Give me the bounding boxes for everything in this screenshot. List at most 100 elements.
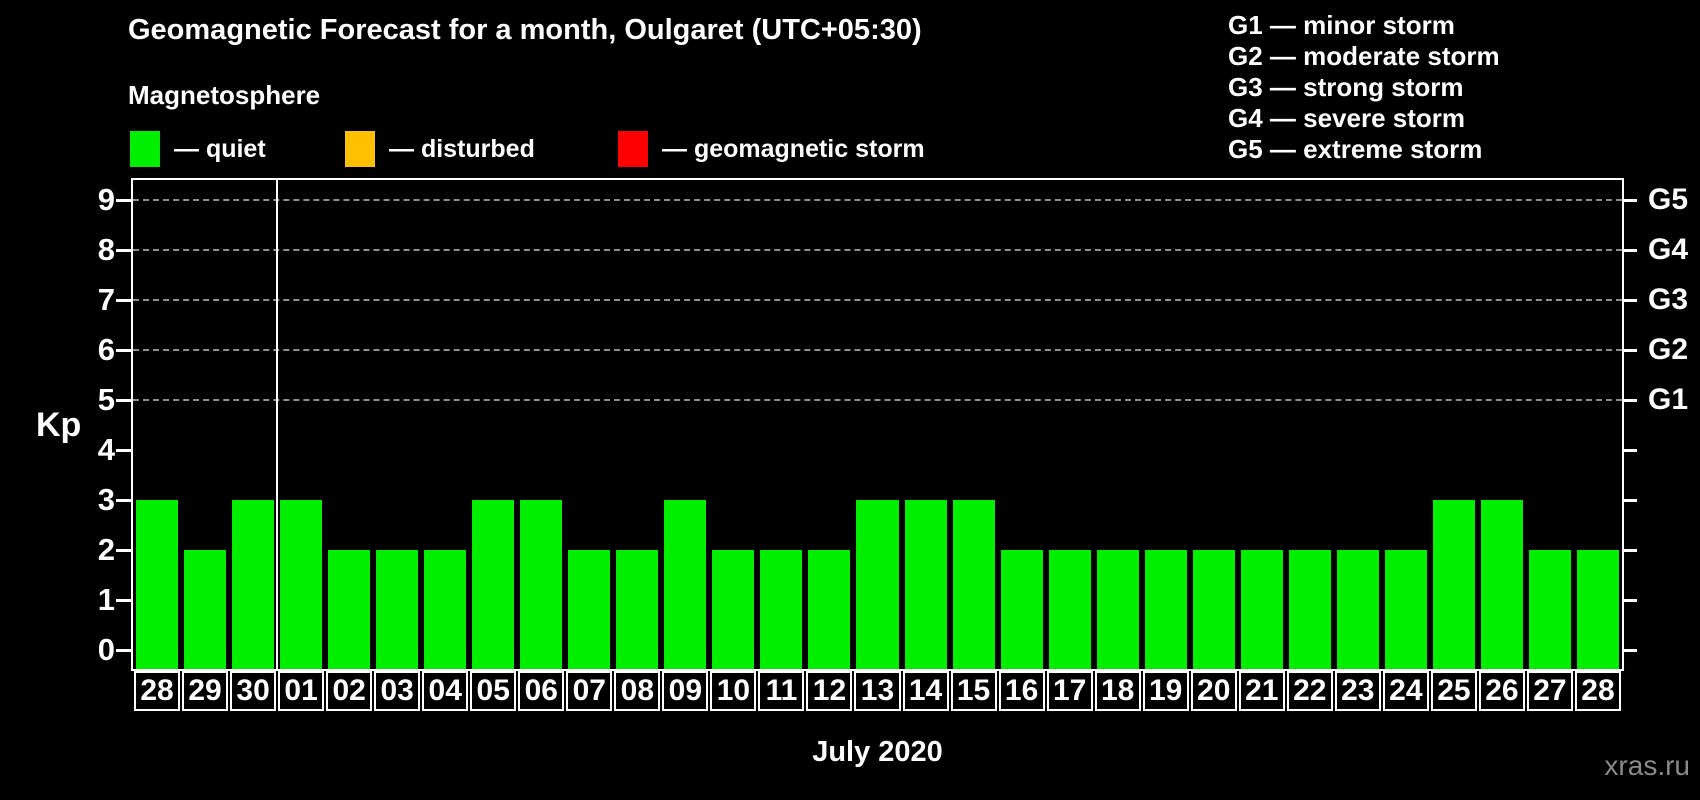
g-level-label: G2 [1648, 333, 1689, 366]
right-y-tick [1622, 649, 1637, 652]
left-y-tick [116, 649, 131, 652]
kp-bar [1336, 550, 1379, 669]
kp-bar [568, 550, 611, 669]
kp-bar [760, 550, 803, 669]
day-label-box: 14 [902, 671, 949, 711]
left-y-tick [116, 399, 131, 402]
kp-bar [1432, 500, 1475, 669]
day-label-box: 02 [326, 671, 373, 711]
y-tick-label: 0 [97, 632, 115, 667]
kp-bar [1240, 550, 1283, 669]
g3-legend-line: G3 — strong storm [1228, 72, 1464, 102]
day-label-box: 05 [470, 671, 517, 711]
g-scale-legend: G1 — minor storm G2 — moderate storm G3 … [1228, 10, 1500, 165]
kp-bar [328, 550, 371, 669]
day-label-box: 06 [518, 671, 565, 711]
storm-label: — geomagnetic storm [662, 134, 925, 163]
g5-legend-line: G5 — extreme storm [1228, 134, 1483, 164]
kp-bar [1288, 550, 1331, 669]
g2-legend-line: G2 — moderate storm [1228, 41, 1500, 71]
gridline-kp5 [133, 399, 1622, 401]
kp-bar [856, 500, 899, 669]
kp-bar [376, 550, 419, 669]
right-y-tick [1622, 199, 1637, 202]
kp-bar [664, 500, 707, 669]
kp-bar [520, 500, 563, 669]
kp-bar [280, 500, 323, 669]
kp-bar [1144, 550, 1187, 669]
right-y-tick [1622, 349, 1637, 352]
magnetosphere-label: Magnetosphere [128, 80, 321, 110]
day-label-box: 26 [1478, 671, 1525, 711]
right-y-tick [1622, 299, 1637, 302]
left-y-tick [116, 299, 131, 302]
kp-bar [1480, 500, 1523, 669]
y-tick-label: 4 [97, 432, 115, 467]
gridline-kp7 [133, 299, 1622, 301]
chart-title: Geomagnetic Forecast for a month, Oulgar… [128, 14, 922, 46]
kp-bar [808, 550, 851, 669]
disturbed-color-swatch [345, 131, 375, 167]
day-label-box: 18 [1094, 671, 1141, 711]
kp-bar [952, 500, 995, 669]
day-label-box: 07 [566, 671, 613, 711]
day-label-box: 21 [1238, 671, 1285, 711]
y-tick-label: 8 [97, 232, 115, 267]
day-label-box: 22 [1286, 671, 1333, 711]
day-label-box: 30 [230, 671, 277, 711]
quiet-color-swatch [130, 131, 160, 167]
storm-color-swatch [618, 131, 648, 167]
gridline-kp9 [133, 199, 1622, 201]
right-y-tick [1622, 449, 1637, 452]
y-tick-label: 1 [97, 582, 115, 617]
day-label-box: 23 [1334, 671, 1381, 711]
left-y-tick [116, 599, 131, 602]
gridline-kp8 [133, 249, 1622, 251]
day-label-box: 10 [710, 671, 757, 711]
day-label-box: 13 [854, 671, 901, 711]
day-label-box: 04 [422, 671, 469, 711]
kp-bar [472, 500, 515, 669]
kp-bar [616, 550, 659, 669]
day-label-box: 27 [1526, 671, 1573, 711]
day-label-box: 01 [278, 671, 325, 711]
quiet-label: — quiet [174, 134, 266, 163]
day-label-box: 09 [662, 671, 709, 711]
left-y-tick [116, 549, 131, 552]
day-label-box: 28 [1574, 671, 1621, 711]
kp-bar [184, 550, 227, 669]
g-level-label: G5 [1648, 183, 1689, 216]
day-label-box: 28 [134, 671, 181, 711]
plot-area [131, 178, 1624, 671]
y-tick-label: 9 [97, 182, 115, 217]
right-y-tick [1622, 499, 1637, 502]
day-label-box: 19 [1142, 671, 1189, 711]
month-separator [276, 180, 279, 669]
day-label-box: 15 [950, 671, 997, 711]
y-axis-title: Kp [36, 406, 82, 444]
kp-bar [1528, 550, 1571, 669]
day-label-box: 03 [374, 671, 421, 711]
g-level-label: G4 [1648, 233, 1689, 266]
g1-legend-line: G1 — minor storm [1228, 10, 1455, 40]
left-y-tick [116, 449, 131, 452]
day-label-box: 12 [806, 671, 853, 711]
left-y-tick [116, 499, 131, 502]
legend-item-storm: — geomagnetic storm [618, 130, 925, 168]
right-y-tick [1622, 549, 1637, 552]
day-label-box: 24 [1382, 671, 1429, 711]
y-tick-label: 3 [97, 482, 115, 517]
day-label-box: 25 [1430, 671, 1477, 711]
y-tick-label: 2 [97, 532, 115, 567]
kp-bar [136, 500, 179, 669]
g-level-label: G1 [1648, 383, 1689, 416]
legend-item-disturbed: — disturbed [345, 130, 535, 168]
legend-item-quiet: — quiet [130, 130, 266, 168]
left-y-tick [116, 199, 131, 202]
day-label-box: 29 [182, 671, 229, 711]
x-axis-title: July 2020 [812, 736, 943, 768]
day-label-box: 17 [1046, 671, 1093, 711]
kp-bar [424, 550, 467, 669]
g-level-label: G3 [1648, 283, 1689, 316]
